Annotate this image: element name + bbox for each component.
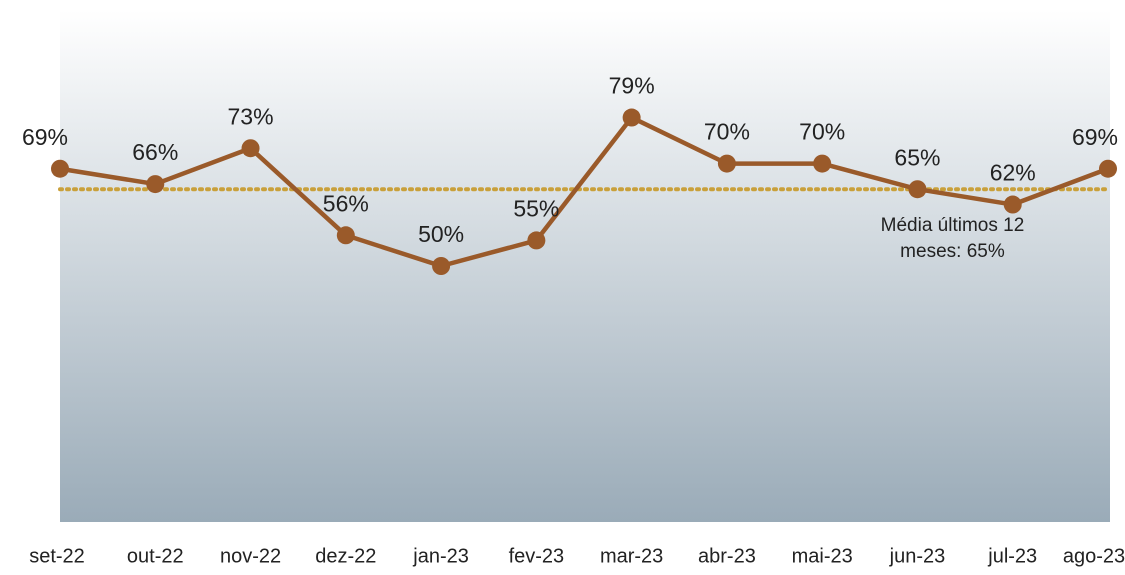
value-label: 62% bbox=[990, 160, 1036, 186]
plot-area bbox=[60, 10, 1110, 522]
value-label: 73% bbox=[228, 103, 274, 129]
data-point bbox=[813, 154, 832, 173]
data-line bbox=[59, 115, 1109, 269]
x-tick-label: jun-23 bbox=[889, 545, 946, 567]
data-point bbox=[527, 231, 546, 250]
value-label: 70% bbox=[704, 119, 750, 145]
value-label: 56% bbox=[323, 190, 369, 216]
value-label: 79% bbox=[609, 73, 655, 99]
data-point bbox=[1003, 195, 1022, 214]
value-label: 69% bbox=[1072, 124, 1118, 150]
value-label: 70% bbox=[799, 119, 845, 145]
x-tick-label: out-22 bbox=[127, 545, 184, 567]
value-label: 66% bbox=[132, 139, 178, 165]
x-tick-label: fev-23 bbox=[509, 545, 565, 567]
x-tick-label: mai-23 bbox=[792, 545, 853, 567]
x-tick-label: set-22 bbox=[29, 545, 85, 567]
value-label: 50% bbox=[418, 221, 464, 247]
data-point bbox=[717, 154, 736, 173]
data-point bbox=[336, 226, 355, 245]
data-point bbox=[146, 175, 165, 194]
x-tick-label: ago-23 bbox=[1063, 545, 1125, 567]
data-point bbox=[1099, 159, 1117, 178]
data-point bbox=[51, 159, 69, 178]
data-point bbox=[241, 139, 260, 158]
x-tick-label: nov-22 bbox=[220, 545, 281, 567]
x-tick-label: jul-23 bbox=[987, 545, 1037, 567]
value-label: 65% bbox=[894, 144, 940, 170]
value-label: 55% bbox=[513, 195, 559, 221]
value-label: 69% bbox=[22, 124, 68, 150]
x-tick-label: mar-23 bbox=[600, 545, 663, 567]
average-annotation: Média últimos 12 meses: 65% bbox=[880, 215, 1025, 263]
x-tick-label: jan-23 bbox=[412, 545, 469, 567]
data-point bbox=[432, 257, 451, 275]
x-tick-label: abr-23 bbox=[698, 545, 756, 567]
data-point bbox=[622, 108, 641, 127]
x-tick-label: dez-22 bbox=[315, 545, 376, 567]
data-point bbox=[908, 180, 927, 199]
